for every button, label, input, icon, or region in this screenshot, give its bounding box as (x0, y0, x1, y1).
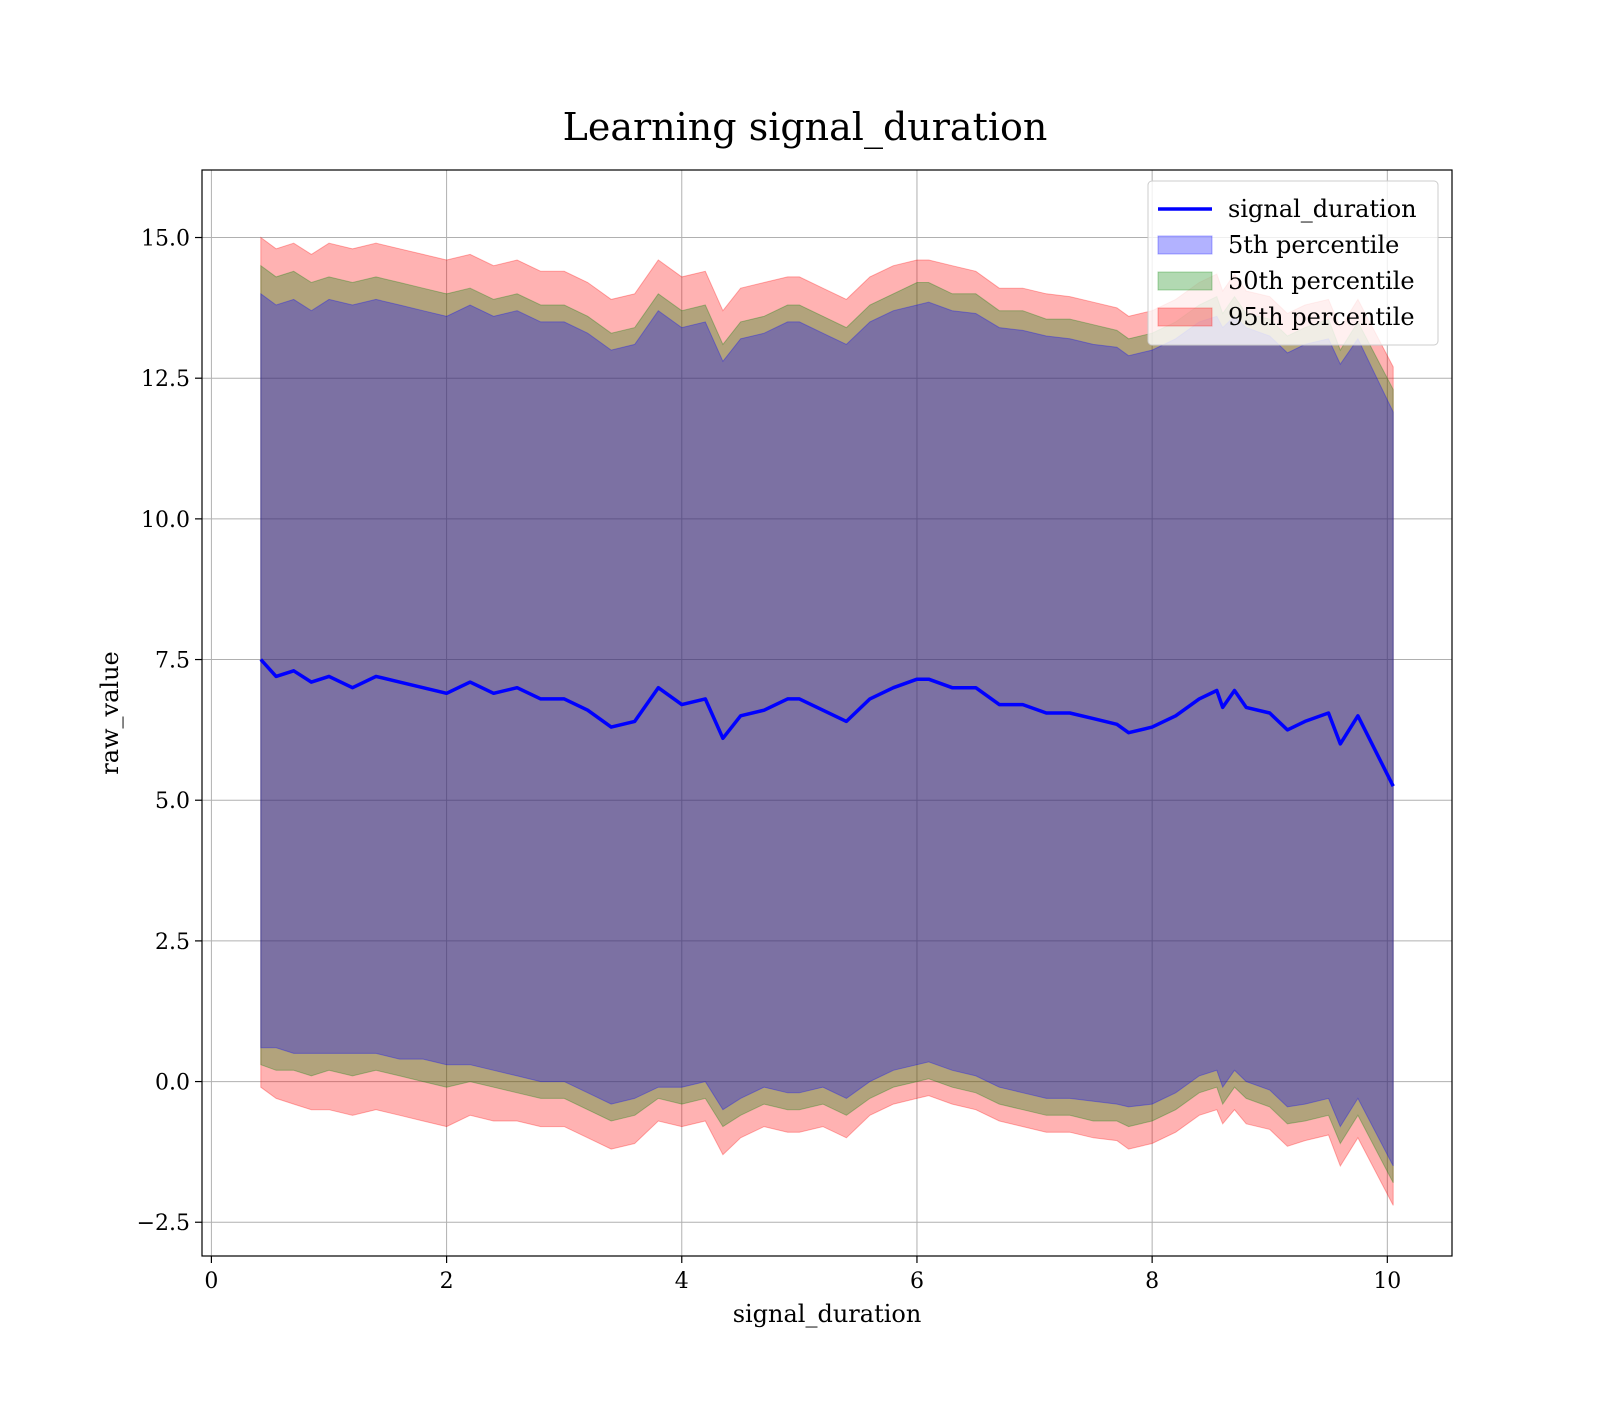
y-tick-label: 15.0 (141, 227, 190, 252)
y-tick-label: 0.0 (155, 1071, 190, 1096)
legend-box (1147, 180, 1439, 346)
chart-title: Learning signal_duration (563, 105, 1048, 150)
band-95th (260, 236, 1394, 1206)
y-tick-label: −2.5 (137, 1211, 190, 1236)
x-tick-label: 6 (910, 1269, 924, 1294)
legend-label: 95th percentile (1228, 303, 1415, 331)
x-tick-label: 8 (1145, 1269, 1159, 1294)
band-5th (260, 292, 1394, 1167)
y-tick-label: 2.5 (155, 930, 190, 955)
legend-band-swatch (1157, 271, 1213, 291)
legend-band-swatch (1157, 307, 1213, 327)
x-tick-label: 10 (1373, 1269, 1401, 1294)
band-50th (260, 264, 1394, 1184)
x-tick-label: 4 (675, 1269, 689, 1294)
x-axis-label: signal_duration (733, 1300, 922, 1328)
line-signal_duration (259, 658, 1395, 787)
legend-label: signal_duration (1228, 195, 1417, 223)
legend-label: 50th percentile (1228, 267, 1415, 295)
y-tick-label: 5.0 (155, 789, 190, 814)
grid (202, 170, 1452, 1256)
y-axis-label: raw_value (96, 651, 124, 775)
plot-frame (201, 169, 1453, 1257)
x-tick-label: 0 (204, 1269, 218, 1294)
series-lines (259, 658, 1395, 787)
y-tick-label: 7.5 (155, 649, 190, 674)
y-tick-label: 12.5 (141, 367, 190, 392)
x-tick-label: 2 (440, 1269, 454, 1294)
legend: signal_duration 5th percentile 50th percen… (1147, 180, 1439, 346)
percentile-bands (260, 236, 1394, 1206)
y-axis-ticks: −2.5 0.0 2.5 5.0 7.5 10.0 12.5 15.0 (137, 227, 202, 1236)
legend-label: 5th percentile (1228, 231, 1399, 259)
x-axis-ticks: 0 2 4 6 8 10 (204, 1256, 1401, 1294)
y-tick-label: 10.0 (141, 508, 190, 533)
legend-band-swatch (1157, 235, 1213, 255)
